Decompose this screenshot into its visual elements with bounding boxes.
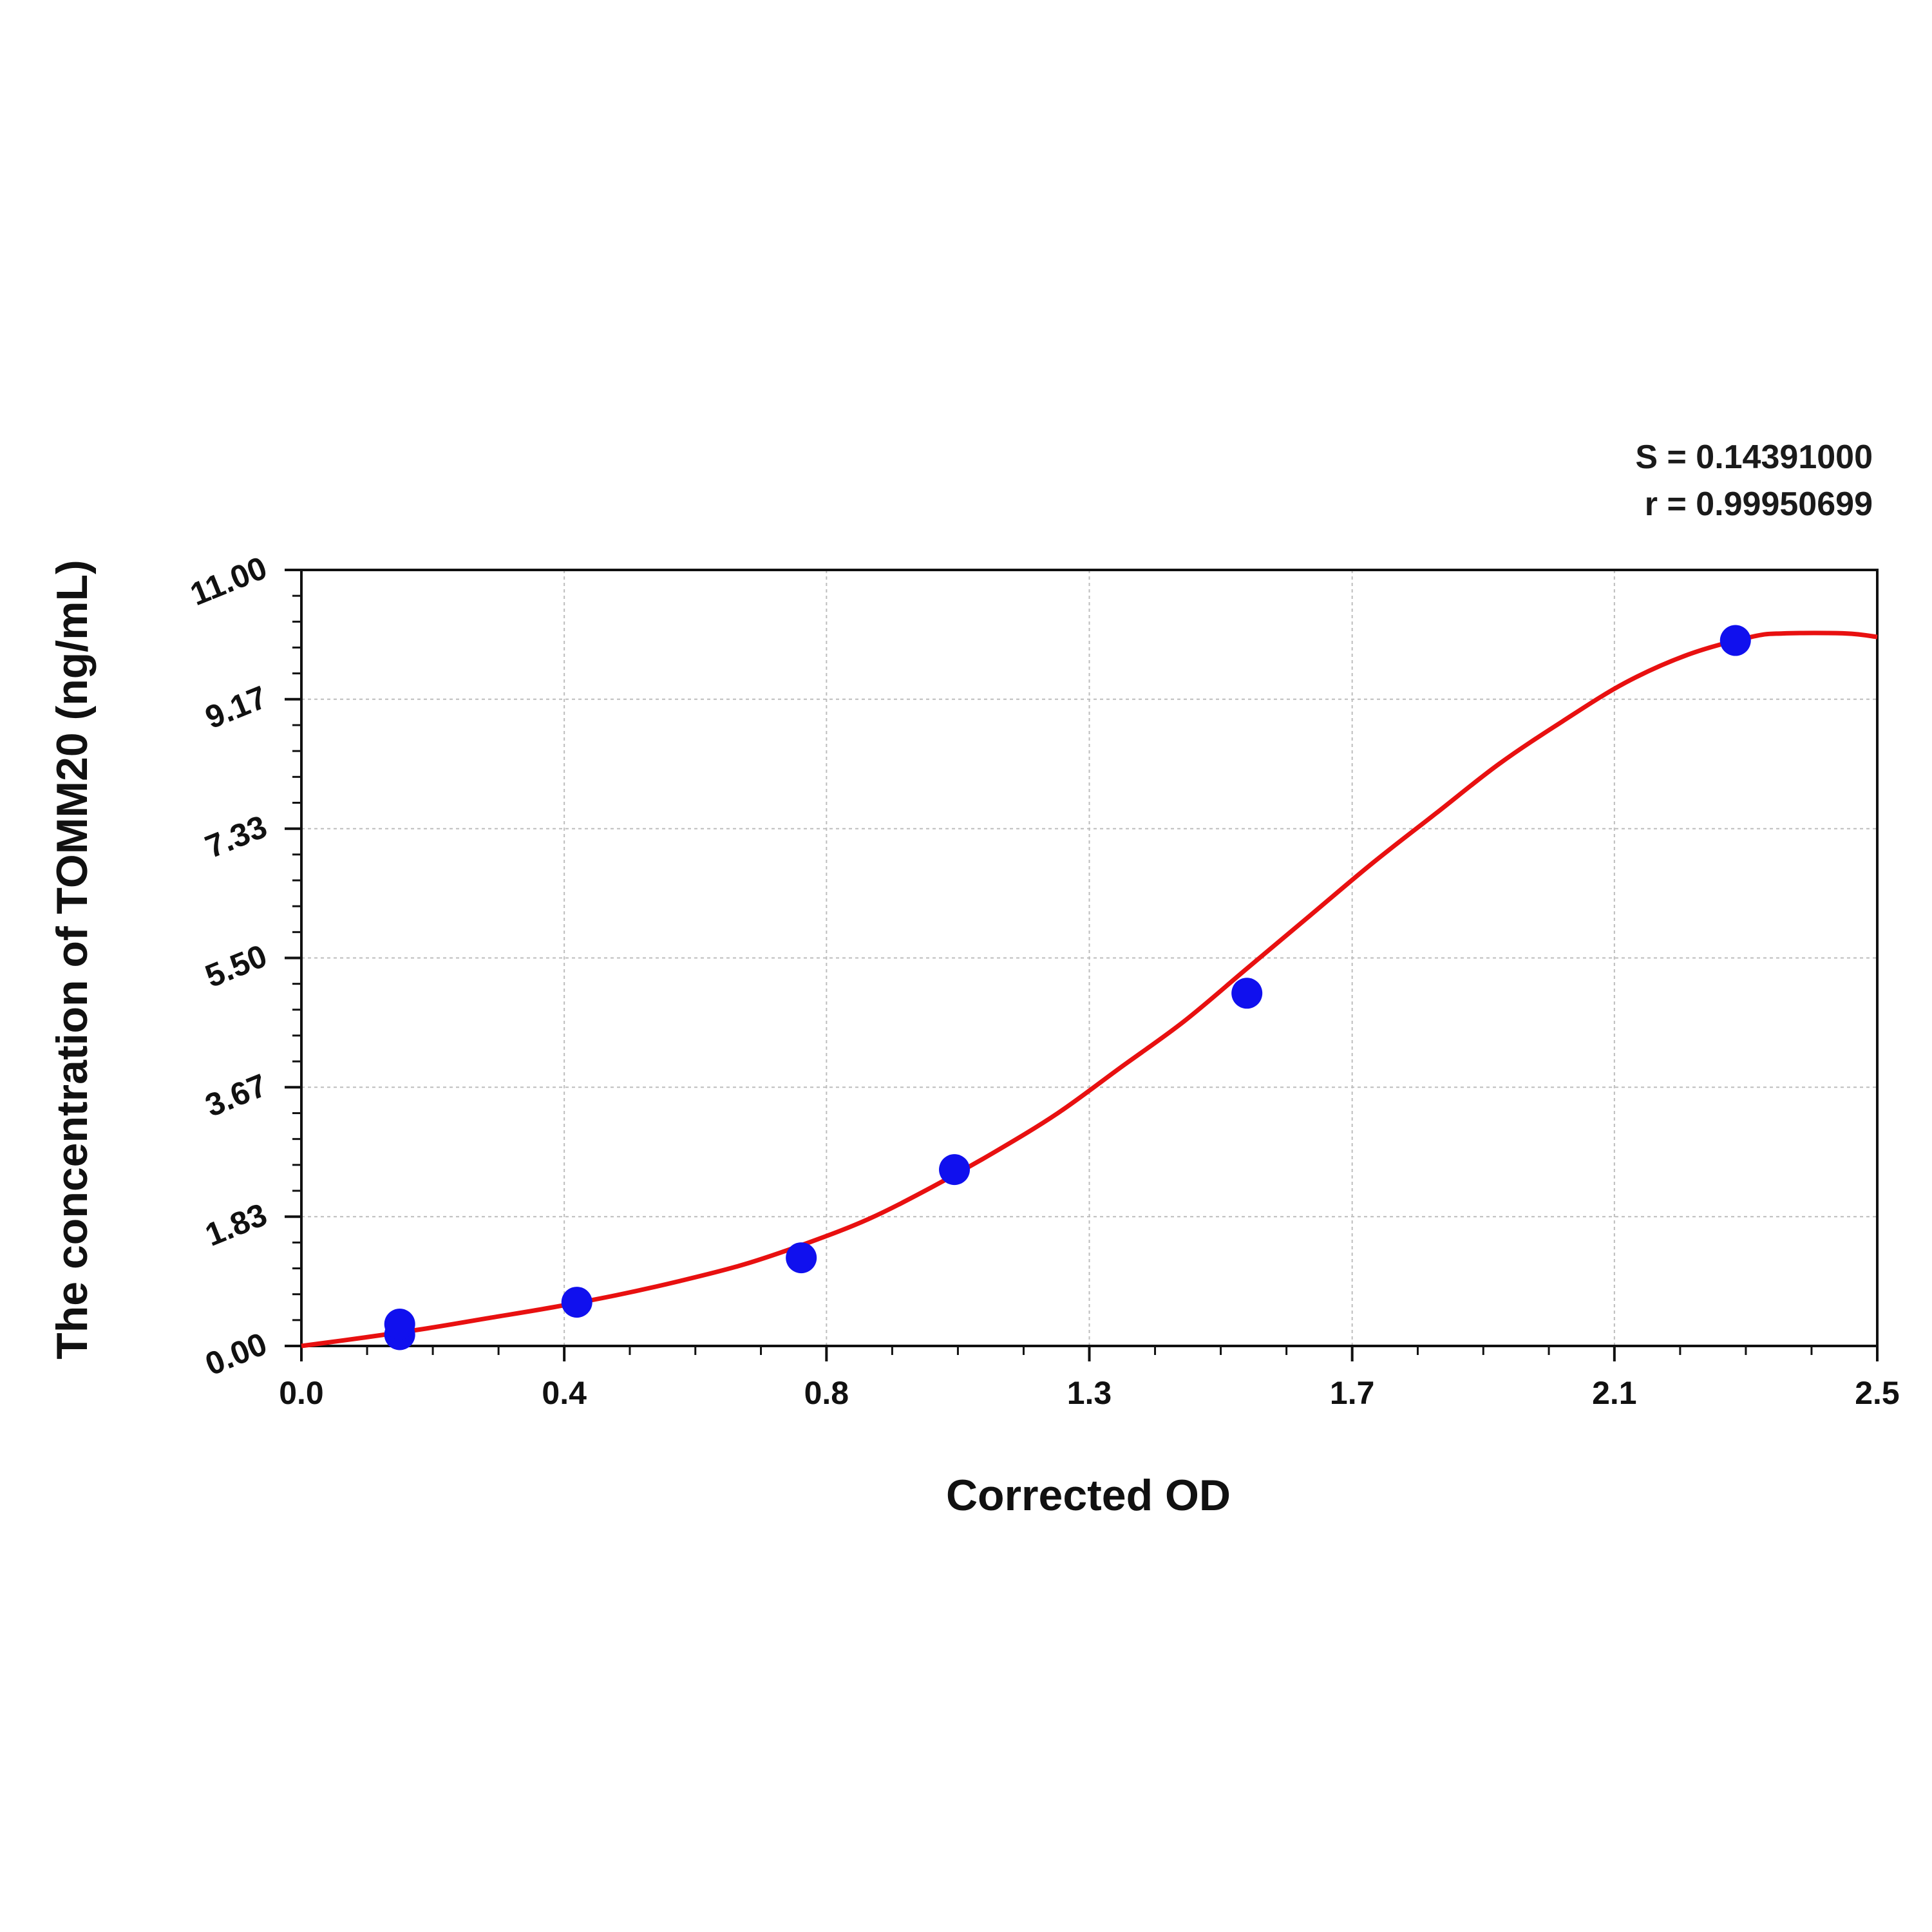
- data-point: [384, 1309, 415, 1340]
- stat-r-value: r = 0.99950699: [1645, 486, 1873, 523]
- data-point: [1719, 625, 1751, 656]
- axis-ticks: [285, 569, 1879, 1361]
- y-axis-title: The concentration of TOMM20 (ng/mL): [48, 560, 97, 1359]
- data-point: [786, 1242, 817, 1274]
- stat-s-value: S = 0.14391000: [1635, 439, 1873, 476]
- data-points: [384, 625, 1751, 1350]
- grid-lines: [301, 570, 1877, 1346]
- x-tick-label: 1.7: [1330, 1375, 1375, 1411]
- x-tick-label: 2.1: [1592, 1375, 1637, 1411]
- fitted-curve: [301, 630, 1878, 1349]
- x-tick-label: 0.0: [279, 1375, 324, 1411]
- data-point: [561, 1287, 592, 1318]
- x-tick-label: 1.3: [1067, 1375, 1112, 1411]
- x-tick-labels: 0.0 0.4 0.8 1.3 1.7 2.1 2.5: [279, 1375, 1900, 1411]
- data-point: [1231, 978, 1263, 1009]
- x-tick-label: 2.5: [1855, 1375, 1900, 1411]
- x-axis-title: Corrected OD: [946, 1471, 1231, 1520]
- x-tick-label: 0.4: [542, 1375, 587, 1411]
- data-point: [939, 1154, 971, 1186]
- x-tick-label: 0.8: [804, 1375, 849, 1411]
